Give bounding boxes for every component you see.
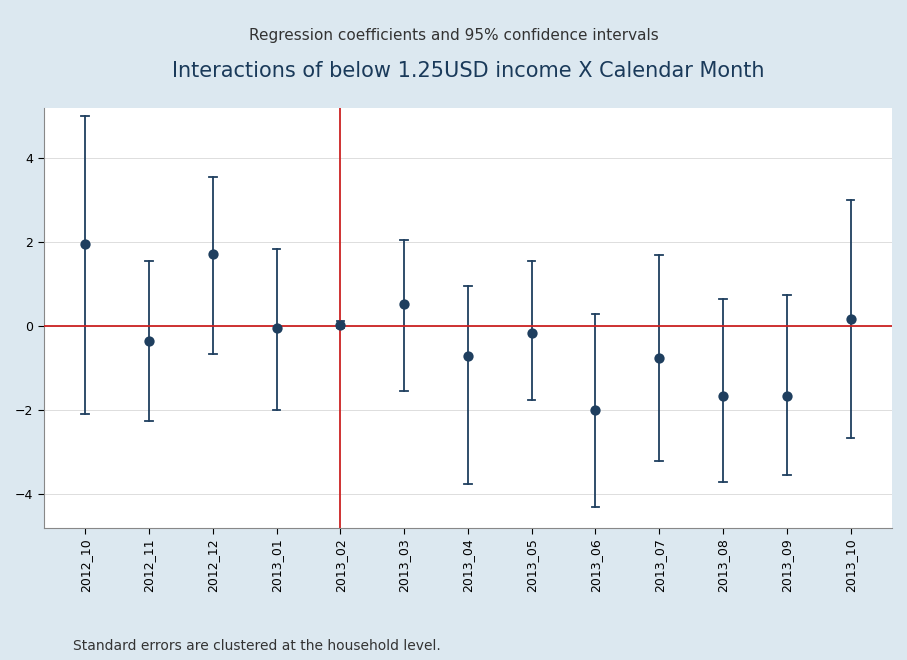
Point <box>779 390 794 401</box>
Text: Standard errors are clustered at the household level.: Standard errors are clustered at the hou… <box>73 640 440 653</box>
Point <box>269 323 284 333</box>
Point <box>461 350 475 361</box>
Point <box>78 239 93 249</box>
Point <box>397 299 412 310</box>
Point <box>589 405 603 416</box>
Title: Interactions of below 1.25USD income X Calendar Month: Interactions of below 1.25USD income X C… <box>171 61 764 81</box>
Text: Regression coefficients and 95% confidence intervals: Regression coefficients and 95% confiden… <box>249 28 658 43</box>
Point <box>844 314 858 324</box>
Point <box>524 327 539 338</box>
Point <box>652 352 667 363</box>
Point <box>206 249 220 259</box>
Point <box>716 390 730 401</box>
Point <box>141 336 156 346</box>
Point <box>333 319 347 330</box>
